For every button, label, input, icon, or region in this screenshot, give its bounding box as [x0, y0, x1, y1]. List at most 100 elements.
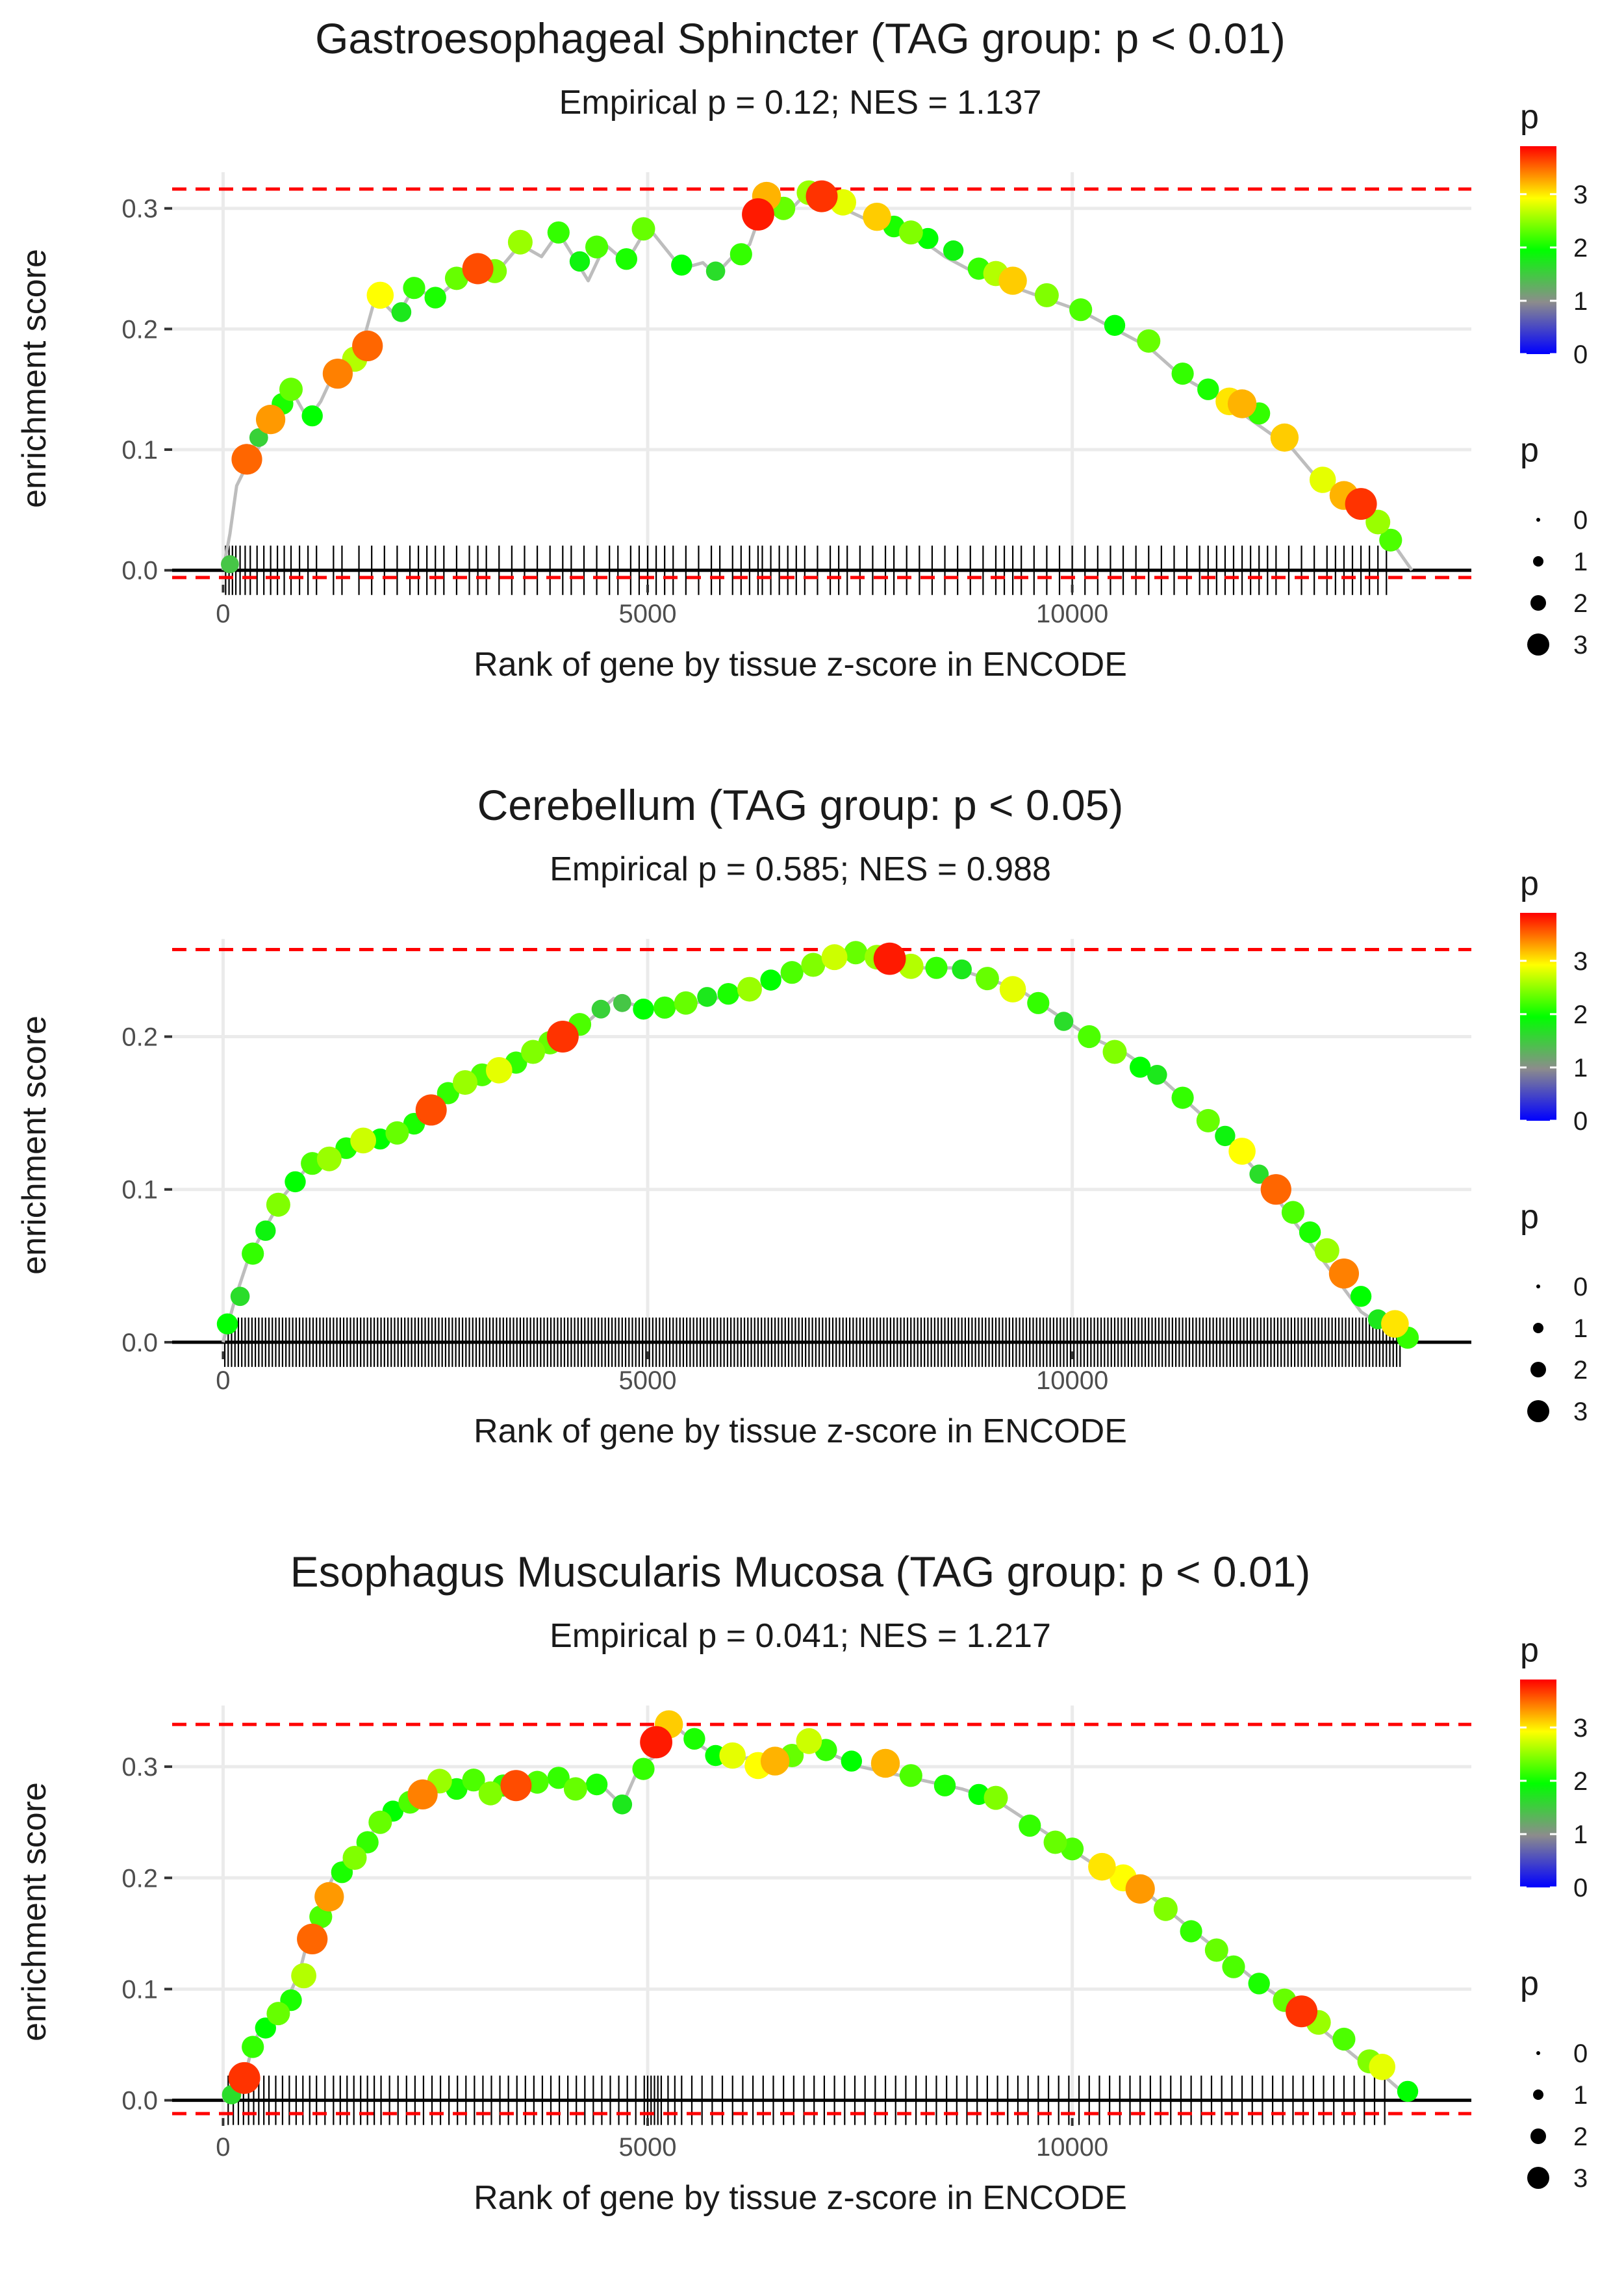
color-legend-label: 0 — [1573, 1107, 1588, 1136]
data-point — [806, 180, 838, 212]
data-point — [221, 555, 239, 574]
size-legend-label: 3 — [1573, 2164, 1588, 2193]
x-tick-label: 0 — [216, 2133, 230, 2162]
data-point — [1332, 2027, 1356, 2051]
data-point — [943, 240, 964, 261]
size-legend-dot — [1530, 595, 1546, 611]
color-legend-label: 3 — [1573, 1714, 1588, 1743]
data-point — [671, 254, 692, 276]
data-point — [1314, 1238, 1339, 1263]
size-legend-label: 2 — [1573, 1356, 1588, 1385]
data-point — [563, 1777, 587, 1801]
x-tick-label: 10000 — [1036, 1366, 1108, 1395]
data-point — [1379, 528, 1402, 552]
chart-subtitle: Empirical p = 0.585; NES = 0.988 — [550, 850, 1051, 888]
data-point — [546, 1021, 579, 1053]
data-point — [1270, 423, 1299, 452]
size-legend-label: 0 — [1573, 2039, 1588, 2068]
data-point — [521, 1040, 546, 1064]
y-axis-title: enrichment score — [16, 1782, 53, 2041]
data-point — [1171, 1086, 1194, 1109]
x-axis-title: Rank of gene by tissue z-score in ENCODE — [474, 1412, 1127, 1450]
data-point — [266, 1192, 290, 1217]
data-point — [350, 1127, 376, 1154]
size-legend-title: p — [1520, 1965, 1539, 2002]
y-tick-label: 0.1 — [121, 1975, 158, 2004]
data-point — [1248, 1973, 1270, 1995]
color-legend-label: 1 — [1573, 1820, 1588, 1849]
color-legend-bar — [1520, 146, 1556, 354]
data-point — [569, 251, 590, 272]
data-point — [230, 1286, 250, 1307]
data-point — [424, 287, 446, 309]
y-tick-label: 0.0 — [121, 2087, 158, 2115]
color-legend-label: 1 — [1573, 287, 1588, 316]
data-point — [356, 1831, 379, 1854]
data-point — [870, 1748, 900, 1778]
size-legend-dot — [1536, 2051, 1540, 2055]
data-point — [1043, 1830, 1067, 1854]
size-legend-dot — [1527, 2167, 1549, 2189]
y-tick-label: 0.2 — [121, 1023, 158, 1052]
data-point — [478, 1781, 503, 1806]
data-point — [547, 221, 570, 244]
color-legend-bar — [1520, 913, 1556, 1121]
data-point — [342, 1846, 367, 1870]
data-point — [591, 999, 611, 1019]
data-point — [760, 1746, 790, 1776]
data-point — [1286, 1995, 1318, 2028]
data-point — [674, 991, 698, 1015]
data-point — [1130, 1056, 1151, 1078]
data-point — [444, 266, 468, 290]
data-point — [612, 1795, 633, 1815]
color-legend-title: p — [1520, 98, 1539, 136]
x-tick-label: 5000 — [619, 600, 677, 628]
color-legend-label: 3 — [1573, 947, 1588, 976]
color-legend-label: 2 — [1573, 234, 1588, 262]
color-legend-label: 3 — [1573, 181, 1588, 209]
data-point — [952, 959, 972, 980]
y-tick-label: 0.3 — [121, 195, 158, 224]
running-es-line — [221, 188, 1414, 572]
data-point — [322, 359, 353, 389]
data-point — [1125, 1874, 1155, 1904]
size-legend-dot — [1533, 1323, 1543, 1333]
data-point — [999, 976, 1026, 1003]
data-point — [1309, 466, 1336, 493]
data-point — [1027, 991, 1050, 1014]
data-point — [1019, 1814, 1041, 1837]
color-legend-title: p — [1520, 865, 1539, 902]
data-point — [844, 941, 868, 965]
data-point — [796, 1728, 822, 1754]
size-legend-label: 1 — [1573, 1314, 1588, 1343]
data-point — [231, 444, 262, 475]
size-legend-label: 0 — [1573, 506, 1588, 535]
data-point — [737, 977, 762, 1002]
data-point — [1180, 1920, 1202, 1943]
data-point — [228, 2062, 260, 2094]
data-point — [1260, 1174, 1291, 1205]
data-point — [975, 967, 999, 991]
x-tick-label: 5000 — [619, 2133, 677, 2162]
size-legend-dot — [1533, 556, 1543, 567]
data-point — [1215, 1125, 1236, 1147]
data-point — [615, 248, 637, 270]
data-point — [730, 243, 752, 266]
data-point — [249, 428, 268, 447]
data-point — [632, 1757, 655, 1780]
x-axis-title: Rank of gene by tissue z-score in ENCODE — [474, 2179, 1127, 2217]
size-legend-label: 2 — [1573, 2123, 1588, 2151]
data-point — [255, 1220, 276, 1241]
data-point — [1171, 363, 1194, 385]
data-point — [1299, 1221, 1321, 1244]
chart-title: Gastroesophageal Sphincter (TAG group: p… — [315, 14, 1286, 62]
data-point — [368, 1810, 392, 1834]
data-point — [863, 203, 891, 231]
data-point — [1104, 314, 1126, 336]
data-point — [1328, 1258, 1359, 1289]
data-point — [1196, 1108, 1220, 1132]
data-point — [613, 993, 631, 1012]
data-point — [285, 1171, 306, 1193]
x-tick-label: 0 — [216, 600, 230, 628]
data-point — [1281, 1201, 1305, 1224]
